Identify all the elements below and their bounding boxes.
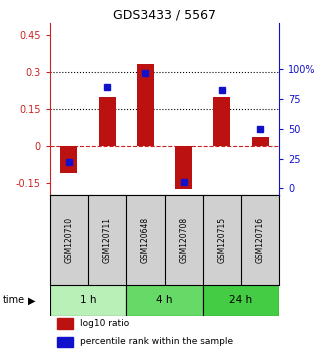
Text: GSM120708: GSM120708: [179, 217, 188, 263]
Text: GSM120710: GSM120710: [65, 217, 74, 263]
Text: GSM120715: GSM120715: [217, 217, 226, 263]
Bar: [137, 63, 154, 146]
FancyBboxPatch shape: [126, 285, 203, 316]
Title: GDS3433 / 5567: GDS3433 / 5567: [113, 9, 216, 22]
FancyBboxPatch shape: [50, 285, 126, 316]
Text: log10 ratio: log10 ratio: [80, 319, 129, 328]
Bar: [60, 146, 77, 173]
Bar: [175, 146, 192, 189]
Bar: [252, 137, 269, 146]
Bar: [213, 97, 230, 146]
Bar: [56, 337, 73, 347]
Text: time: time: [3, 295, 25, 305]
Text: 24 h: 24 h: [230, 295, 253, 305]
Text: GSM120648: GSM120648: [141, 217, 150, 263]
Bar: [56, 319, 73, 329]
Bar: [99, 97, 116, 146]
Text: percentile rank within the sample: percentile rank within the sample: [80, 337, 233, 346]
FancyBboxPatch shape: [203, 285, 279, 316]
Text: 4 h: 4 h: [156, 295, 173, 305]
Text: ▶: ▶: [28, 295, 35, 305]
Text: 1 h: 1 h: [80, 295, 96, 305]
Text: GSM120716: GSM120716: [256, 217, 265, 263]
Text: GSM120711: GSM120711: [103, 217, 112, 263]
